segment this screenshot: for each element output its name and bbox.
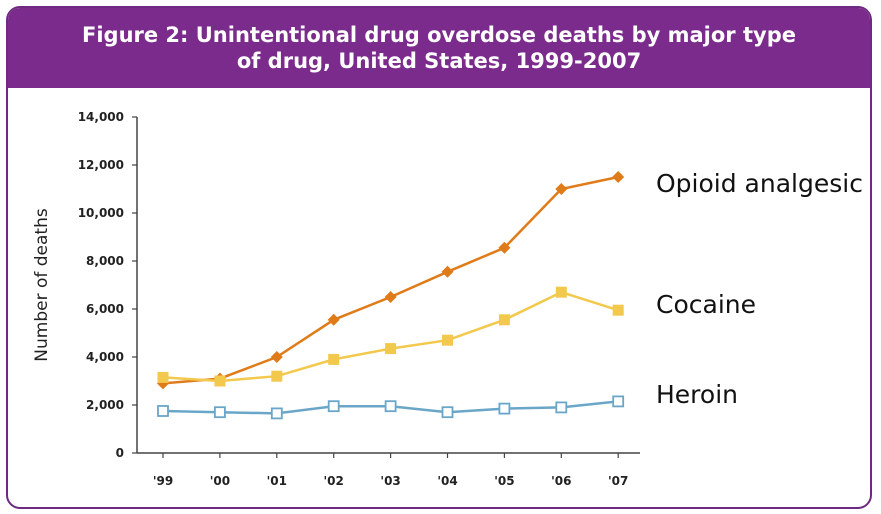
data-point [498, 402, 511, 415]
y-tick-label: 12,000 [78, 158, 124, 172]
x-tick-label: '99 [153, 474, 173, 488]
data-point [441, 406, 454, 419]
data-point [384, 291, 397, 303]
data-point [327, 400, 340, 413]
chart-title-line2: of drug, United States, 1999-2007 [236, 49, 642, 73]
x-tick-label: '03 [380, 474, 400, 488]
series-line [162, 290, 619, 383]
x-tick-label: '05 [494, 474, 514, 488]
x-tick-label: '02 [324, 474, 344, 488]
data-point [555, 183, 568, 195]
y-tick-label: 2,000 [86, 398, 124, 412]
y-tick-label: 8,000 [86, 254, 124, 268]
x-tick-label: '07 [608, 474, 628, 488]
data-point [157, 371, 169, 383]
data-point [442, 334, 453, 346]
chart-title-line1: Figure 2: Unintentional drug overdose de… [82, 23, 796, 47]
series-label: Cocaine [656, 290, 756, 319]
data-point [555, 286, 567, 298]
y-axis-label: Number of deaths [32, 208, 52, 362]
data-point [498, 241, 511, 254]
title-bar: Figure 2: Unintentional drug overdose de… [8, 8, 870, 88]
x-tick-label: '01 [267, 474, 287, 488]
data-point [385, 343, 397, 355]
x-tick-label: '06 [551, 474, 571, 488]
data-point [157, 405, 169, 417]
data-point [612, 171, 625, 183]
y-tick-label: 6,000 [86, 302, 124, 316]
data-point [328, 353, 340, 365]
series-label: Heroin [656, 380, 738, 409]
figure-frame: Figure 2: Unintentional drug overdose de… [6, 6, 872, 509]
data-point [441, 265, 454, 278]
data-point [612, 395, 625, 408]
y-tick-label: 4,000 [86, 350, 124, 364]
y-tick-label: 0 [116, 446, 124, 460]
data-point [384, 400, 397, 413]
data-point [612, 304, 624, 316]
data-point [327, 313, 340, 326]
data-point [270, 407, 283, 420]
x-tick-label: '00 [210, 474, 230, 488]
data-point [270, 351, 283, 363]
data-point [271, 370, 283, 382]
y-tick-label: 10,000 [78, 206, 124, 220]
data-point [214, 375, 226, 387]
y-tick-label: 14,000 [78, 110, 124, 124]
data-point [498, 314, 510, 326]
series-label: Opioid analgesic [656, 169, 863, 198]
data-point [213, 406, 226, 419]
x-tick-label: '04 [437, 474, 457, 488]
data-point [555, 401, 568, 414]
